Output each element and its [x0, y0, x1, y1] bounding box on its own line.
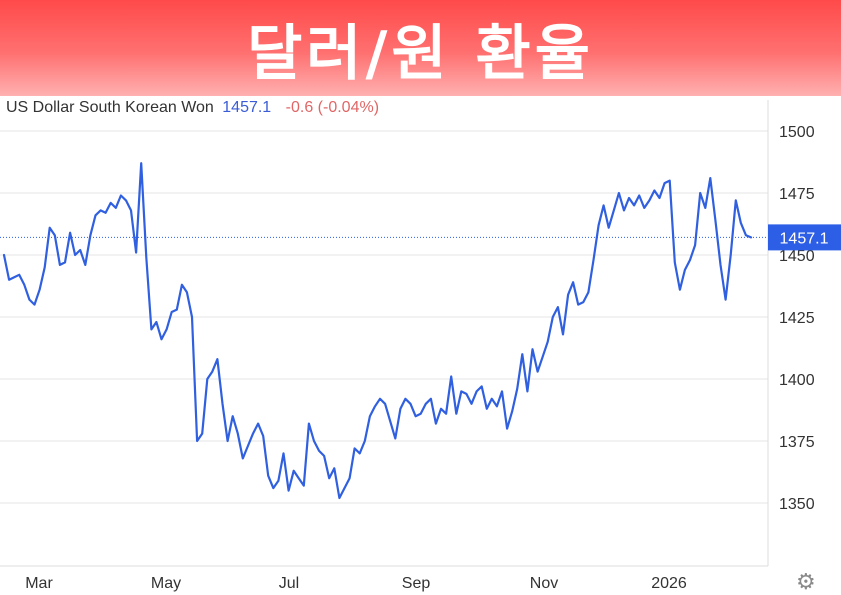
y-tick-label: 1500	[779, 124, 815, 141]
x-tick-label: Mar	[25, 575, 53, 592]
y-tick-label: 1475	[779, 186, 815, 203]
gear-icon[interactable]: ⚙	[796, 569, 816, 594]
last-value-badge	[768, 224, 841, 251]
x-tick-label: 2026	[651, 575, 687, 592]
x-tick-label: Sep	[402, 575, 431, 592]
y-tick-label: 1350	[779, 496, 815, 513]
y-tick-label: 1450	[779, 248, 815, 265]
x-tick-label: Nov	[530, 575, 558, 592]
series-line	[2, 162, 753, 500]
instrument-name: US Dollar South Korean Won	[6, 99, 214, 116]
banner-title: 달러/원 환율	[247, 18, 594, 89]
last-value-label: 1457.1	[780, 230, 829, 247]
y-tick-label: 1400	[779, 372, 815, 389]
title-banner: 달러/원 환율	[0, 0, 841, 96]
chart-legend: US Dollar South Korean Won 1457.1 -0.6 (…	[6, 99, 379, 117]
y-tick-label: 1425	[779, 310, 815, 327]
legend-price: 1457.1	[222, 99, 272, 116]
x-tick-label: Jul	[279, 575, 299, 592]
legend-change: -0.6 (-0.04%)	[285, 99, 380, 116]
y-tick-label: 1375	[779, 434, 815, 451]
x-tick-label: May	[151, 575, 181, 592]
